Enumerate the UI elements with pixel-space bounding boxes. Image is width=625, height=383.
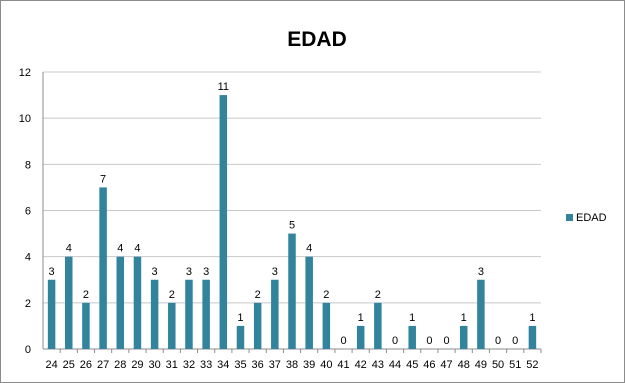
data-label: 0 [426, 335, 432, 347]
x-tick-label: 41 [337, 359, 349, 371]
data-label: 4 [306, 243, 312, 255]
data-label: 5 [289, 220, 295, 232]
data-label: 3 [272, 266, 278, 278]
chart-title: EDAD [287, 28, 347, 51]
data-label: 3 [152, 266, 158, 278]
bar [47, 279, 56, 349]
x-tick-label: 26 [80, 359, 92, 371]
bar [202, 279, 210, 349]
bar [477, 279, 485, 349]
bar [82, 302, 90, 349]
bar [322, 302, 331, 349]
data-label: 0 [443, 335, 449, 347]
data-label: 3 [186, 266, 192, 278]
x-tick-label: 34 [217, 359, 229, 371]
bar [305, 256, 313, 349]
data-label: 0 [392, 335, 398, 347]
bar [253, 302, 262, 349]
y-tick-label: 6 [25, 206, 31, 218]
x-tick-label: 45 [406, 359, 418, 371]
y-tick-label: 2 [25, 298, 31, 310]
x-tick-label: 36 [252, 359, 264, 371]
data-label: 0 [512, 335, 518, 347]
y-tick-label: 8 [25, 159, 31, 171]
data-label: 3 [49, 266, 55, 278]
x-tick-label: 42 [355, 359, 367, 371]
bar [236, 325, 245, 349]
bar [219, 95, 228, 349]
y-tick-label: 0 [25, 344, 31, 356]
x-tick-label: 29 [131, 359, 143, 371]
x-tick-label: 37 [269, 359, 281, 371]
bar [150, 279, 159, 349]
x-tick-label: 49 [475, 359, 487, 371]
x-tick-label: 32 [183, 359, 195, 371]
legend-label: EDAD [576, 212, 607, 224]
bar [185, 279, 193, 349]
bar [356, 325, 365, 349]
data-label: 2 [169, 289, 175, 301]
x-tick-label: 40 [320, 359, 332, 371]
x-tick-label: 31 [166, 359, 178, 371]
data-label: 1 [358, 312, 364, 324]
bar [65, 256, 73, 349]
data-label: 3 [203, 266, 209, 278]
x-tick-label: 35 [234, 359, 246, 371]
bar [168, 302, 176, 349]
bar [116, 256, 125, 349]
bar [374, 302, 382, 349]
legend-swatch [566, 214, 573, 221]
data-label: 4 [66, 243, 72, 255]
x-tick-label: 39 [303, 359, 315, 371]
data-label: 7 [100, 173, 106, 185]
data-label: 2 [375, 289, 381, 301]
data-label: 2 [83, 289, 89, 301]
y-tick-label: 10 [19, 113, 31, 125]
x-tick-label: 51 [509, 359, 521, 371]
data-label: 2 [255, 289, 261, 301]
bar [528, 325, 537, 349]
data-label: 4 [134, 243, 140, 255]
data-label: 0 [340, 335, 346, 347]
x-tick-label: 46 [423, 359, 435, 371]
data-label: 11 [218, 81, 229, 93]
x-tick-label: 28 [114, 359, 126, 371]
data-label: 2 [323, 289, 329, 301]
x-tick-label: 27 [97, 359, 109, 371]
bar [133, 256, 142, 349]
bar [99, 187, 107, 349]
data-label: 1 [529, 312, 535, 324]
bar [408, 325, 416, 349]
x-tick-label: 52 [526, 359, 538, 371]
bar [288, 233, 296, 349]
x-tick-label: 38 [286, 359, 298, 371]
data-label: 4 [117, 243, 123, 255]
x-tick-label: 25 [63, 359, 75, 371]
x-tick-label: 30 [148, 359, 160, 371]
x-tick-label: 24 [45, 359, 57, 371]
x-tick-label: 50 [492, 359, 504, 371]
x-tick-label: 44 [389, 359, 401, 371]
bar-layer [47, 95, 537, 349]
data-label: 3 [478, 266, 484, 278]
x-tick-label: 47 [440, 359, 452, 371]
data-label: 1 [409, 312, 415, 324]
legend: EDAD [566, 212, 607, 224]
x-tick-label: 43 [372, 359, 384, 371]
y-tick-label: 4 [25, 252, 31, 264]
data-label: 0 [495, 335, 501, 347]
data-label: 1 [461, 312, 467, 324]
bar [271, 279, 279, 349]
grid-layer [43, 71, 541, 304]
y-tick-label: 12 [19, 67, 31, 79]
x-tick-label: 33 [200, 359, 212, 371]
x-tick-label: 48 [458, 359, 470, 371]
bar [459, 325, 468, 349]
data-label: 1 [237, 312, 243, 324]
